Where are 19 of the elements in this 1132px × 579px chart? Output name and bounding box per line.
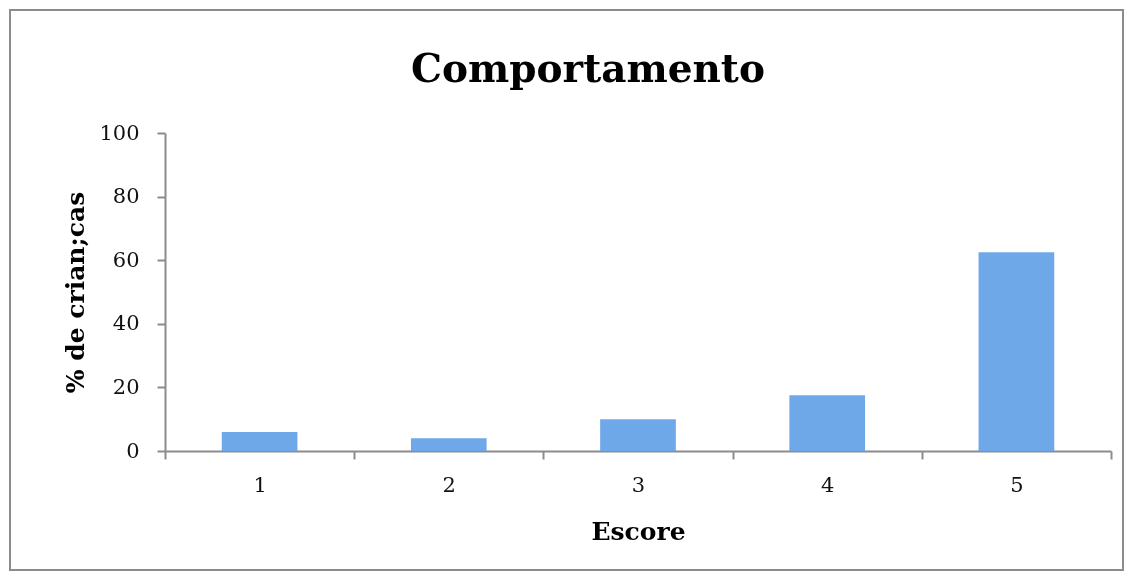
y-tick-label: 0 bbox=[126, 438, 140, 463]
y-tick-label: 60 bbox=[112, 247, 140, 272]
y-tick-label: 80 bbox=[112, 184, 140, 209]
y-tick-label: 100 bbox=[99, 120, 140, 145]
x-tick-label: 5 bbox=[1010, 472, 1024, 497]
bar bbox=[410, 438, 487, 451]
y-tick-label: 40 bbox=[112, 311, 140, 336]
x-tick-label: 4 bbox=[821, 472, 835, 497]
x-axis-title: Escore bbox=[591, 516, 686, 546]
bar bbox=[978, 252, 1055, 451]
x-tick-label: 1 bbox=[253, 472, 267, 497]
y-tick-label: 20 bbox=[112, 374, 140, 399]
y-axis-title: % de crian;cas bbox=[61, 191, 91, 394]
x-tick-label: 3 bbox=[631, 472, 646, 497]
chart-title: Comportamento bbox=[411, 45, 765, 91]
bar bbox=[600, 419, 676, 451]
bar bbox=[789, 395, 866, 451]
x-tick-label: 2 bbox=[442, 472, 456, 497]
bar bbox=[221, 431, 298, 451]
